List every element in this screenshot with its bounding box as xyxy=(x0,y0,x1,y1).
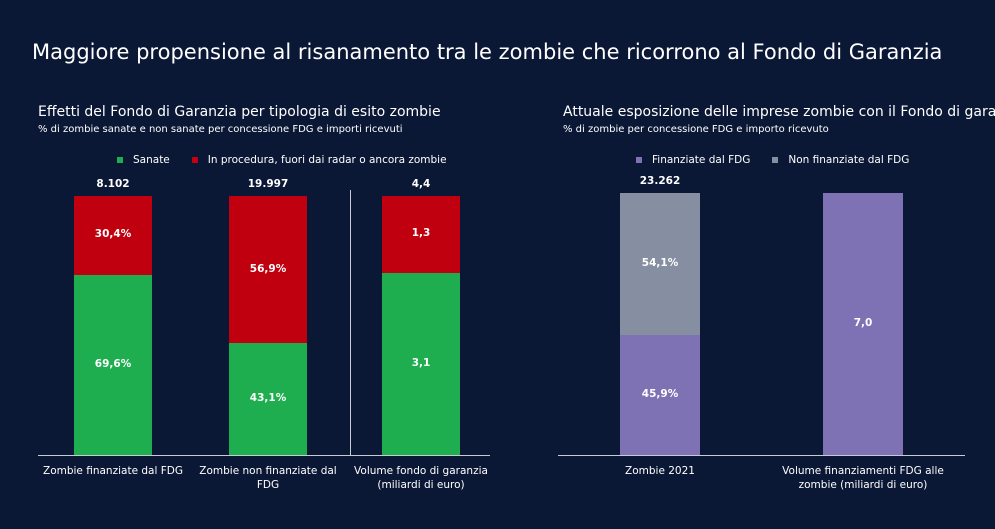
bar-segment xyxy=(74,196,152,275)
legend: Sanate In procedura, fuori dai radar o an… xyxy=(117,154,447,166)
bar-segment xyxy=(382,272,460,455)
legend-swatch xyxy=(191,157,198,163)
bar-segment xyxy=(620,193,700,335)
legend-swatch xyxy=(772,157,779,163)
legend-label: Non finanziate dal FDG xyxy=(788,154,910,166)
legend-item: Finanziate dal FDG xyxy=(636,154,750,166)
legend-item: Non finanziate dal FDG xyxy=(772,154,909,166)
total-label: 19.997 xyxy=(247,178,289,190)
legend-item: Sanate xyxy=(117,154,170,166)
value-label: 30,4% xyxy=(94,228,132,241)
chart-subtitle: % di zombie per concessione FDG e import… xyxy=(563,124,829,135)
value-label: 45,9% xyxy=(641,387,679,400)
bar-segment xyxy=(382,196,460,273)
legend: Finanziate dal FDG Non finanziate dal FDG xyxy=(636,154,909,166)
value-label: 69,6% xyxy=(94,357,132,370)
x-tick-label: Zombie non finanziate dal FDG xyxy=(199,465,337,491)
chart-title: Effetti del Fondo di Garanzia per tipolo… xyxy=(38,104,441,120)
x-tick-label: Volume fondo di garanzia (miliardi di eu… xyxy=(354,465,488,491)
legend-swatch xyxy=(636,157,642,163)
x-tick-label: Zombie finanziate dal FDG xyxy=(43,465,183,477)
value-label: 3,1 xyxy=(411,356,431,369)
total-label: 4,4 xyxy=(411,178,431,190)
value-label: 54,1% xyxy=(641,256,679,269)
bar-segment xyxy=(823,193,903,455)
total-label: 8.102 xyxy=(96,178,130,190)
value-label: 1,3 xyxy=(411,227,431,240)
bar-segment xyxy=(620,334,700,455)
value-label: 7,0 xyxy=(853,317,873,329)
x-tick-label: Volume finanziamenti FDG alle zombie (mi… xyxy=(782,465,944,491)
legend-label: Sanate xyxy=(133,154,170,166)
divider xyxy=(350,190,351,455)
legend-label: In procedura, fuori dai radar o ancora z… xyxy=(207,154,447,166)
chart-subtitle: % di zombie sanate e non sanate per conc… xyxy=(38,124,403,135)
total-label: 23.262 xyxy=(639,175,681,187)
x-tick-label: Zombie 2021 xyxy=(625,465,695,477)
legend-swatch xyxy=(117,157,123,163)
baseline xyxy=(558,455,965,456)
slide-title: Maggiore propensione al risanamento tra … xyxy=(32,40,943,64)
chart-title: Attuale esposizione delle imprese zombie… xyxy=(563,104,995,120)
bar-segment xyxy=(229,343,307,455)
bar-segment xyxy=(74,274,152,455)
bar-segment xyxy=(229,196,307,344)
legend-label: Finanziate dal FDG xyxy=(652,154,751,166)
value-label: 56,9% xyxy=(249,262,287,275)
baseline xyxy=(38,455,490,456)
value-label: 43,1% xyxy=(249,392,287,405)
legend-item: In procedura, fuori dai radar o ancora z… xyxy=(191,154,447,166)
